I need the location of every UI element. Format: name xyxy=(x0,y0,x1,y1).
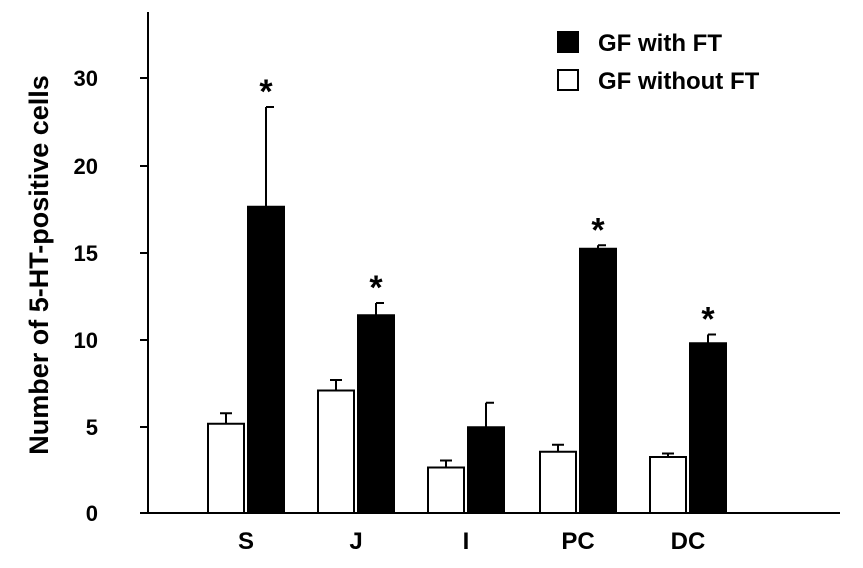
x-category-label: I xyxy=(463,528,470,555)
y-axis-label: Number of 5-HT-positive cells xyxy=(24,75,54,455)
significance-star: * xyxy=(701,301,715,339)
x-category-label: DC xyxy=(671,528,706,555)
x-axis-categories: S J I PC DC xyxy=(238,528,705,555)
bar-gf-without-ft xyxy=(427,466,465,514)
y-tick-label: 20 xyxy=(74,154,98,179)
x-category-label: PC xyxy=(561,528,594,555)
bar-gf-without-ft xyxy=(539,450,577,514)
bar-gf-without-ft xyxy=(207,422,245,514)
legend-swatch xyxy=(557,69,579,91)
x-category-label: J xyxy=(349,528,362,555)
bar-gf-without-ft xyxy=(649,456,687,514)
y-axis-title: Number of 5-HT-positive cells xyxy=(24,75,54,455)
significance-star: * xyxy=(259,73,273,111)
bar-gf-with-ft xyxy=(579,247,617,514)
bar-gf-with-ft xyxy=(689,342,727,514)
significance-markers: * * * * xyxy=(259,73,715,339)
legend-label: GF with FT xyxy=(598,30,722,57)
x-category-label: S xyxy=(238,528,254,555)
error-bars xyxy=(220,106,716,468)
bar-gf-with-ft xyxy=(467,426,505,514)
legend-label: GF without FT xyxy=(598,68,760,95)
y-tick-label: 15 xyxy=(74,241,98,266)
y-tick-label: 10 xyxy=(74,328,98,353)
bar-gf-with-ft xyxy=(357,314,395,514)
y-tick-label: 0 xyxy=(86,501,98,526)
significance-star: * xyxy=(369,269,383,307)
bar-gf-with-ft xyxy=(247,205,285,514)
legend: GF with FT GF without FT xyxy=(557,30,760,95)
significance-star: * xyxy=(591,211,605,249)
bar-gf-without-ft xyxy=(317,389,355,514)
y-tick-label: 5 xyxy=(86,415,98,440)
legend-swatch xyxy=(557,31,579,53)
y-tick-label: 30 xyxy=(74,66,98,91)
y-axis-ticks: 0 5 10 15 20 30 xyxy=(74,66,148,526)
bars xyxy=(207,205,727,514)
